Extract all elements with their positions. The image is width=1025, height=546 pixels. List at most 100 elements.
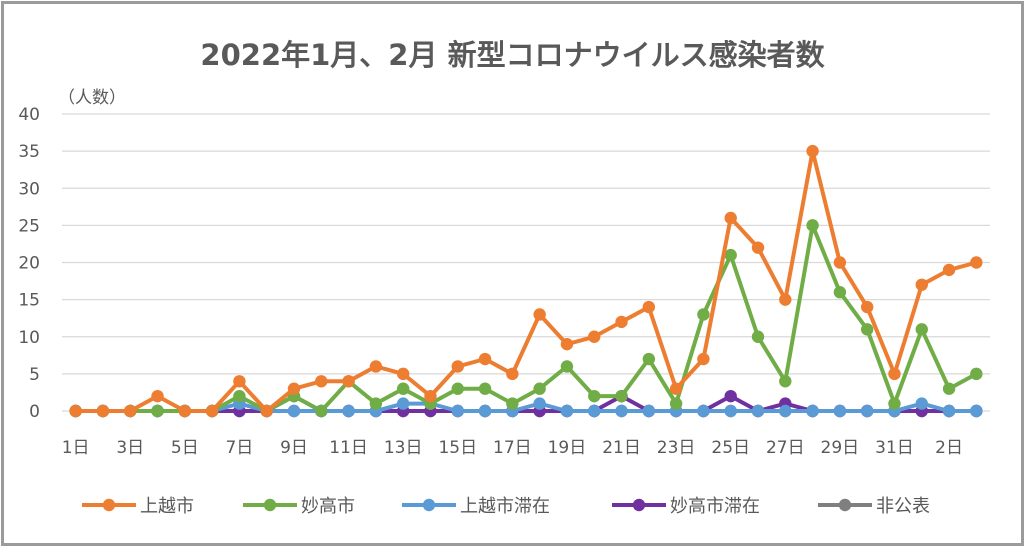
x-tick-label: 19日 xyxy=(548,438,587,458)
legend-marker xyxy=(102,498,116,512)
data-point xyxy=(533,382,546,395)
data-point xyxy=(806,144,819,158)
data-point xyxy=(724,389,737,403)
y-tick-label: 30 xyxy=(18,179,40,199)
legend-item: 上越市 xyxy=(82,496,194,517)
data-point xyxy=(915,278,928,291)
legend-marker xyxy=(838,498,852,512)
legend-label: 非公表 xyxy=(876,496,930,517)
data-point xyxy=(560,404,574,418)
data-point xyxy=(588,330,601,343)
x-tick-label: 27日 xyxy=(766,438,805,458)
data-point xyxy=(124,404,137,418)
data-point xyxy=(642,352,656,366)
data-point xyxy=(205,404,219,418)
x-tick-label: 21日 xyxy=(602,438,641,458)
data-point xyxy=(96,404,110,418)
chart-title: 2022年1月、2月 新型コロナウイルス感染者数 xyxy=(200,38,825,72)
data-point xyxy=(478,352,492,366)
data-point xyxy=(860,404,874,418)
data-point xyxy=(669,382,683,395)
y-tick-label: 20 xyxy=(18,254,40,274)
x-axis-ticks: 1日 3日 5日 7日 9日 11日 13日 15日 17日 19日 21日 23日 25日 27日 29日… xyxy=(62,438,963,458)
data-point xyxy=(779,404,792,418)
legend-marker xyxy=(263,498,277,512)
data-point xyxy=(751,241,765,254)
legend-marker xyxy=(422,498,436,512)
y-tick-label: 0 xyxy=(29,402,40,422)
x-tick-label: 25日 xyxy=(711,438,750,458)
y-tick-label: 35 xyxy=(18,142,40,162)
data-point xyxy=(697,308,710,321)
data-point xyxy=(533,308,546,321)
data-point xyxy=(942,382,956,395)
data-point xyxy=(970,367,983,381)
legend-label: 上越市滞在 xyxy=(460,496,550,517)
data-point xyxy=(342,375,355,388)
legend-marker xyxy=(632,498,646,512)
data-point xyxy=(779,375,792,388)
x-tick-label: 1日 xyxy=(62,438,90,458)
data-point xyxy=(833,256,847,269)
data-point xyxy=(970,404,983,418)
data-point xyxy=(178,404,192,418)
data-point xyxy=(642,300,656,314)
data-point xyxy=(233,389,246,403)
data-point xyxy=(942,404,956,418)
data-point xyxy=(478,382,492,395)
y-axis-unit-label: （人数） xyxy=(58,88,126,108)
x-tick-label: 31日 xyxy=(875,438,914,458)
series-line xyxy=(73,401,979,413)
data-point xyxy=(751,404,765,418)
legend-label: 妙高市滞在 xyxy=(670,496,760,517)
data-point xyxy=(724,211,737,225)
data-point xyxy=(615,404,628,418)
legend-item: 妙高市滞在 xyxy=(612,496,760,517)
data-point xyxy=(451,404,464,418)
data-point xyxy=(915,323,928,336)
data-point xyxy=(287,404,301,418)
data-point xyxy=(860,300,874,314)
series-line xyxy=(73,149,979,413)
data-point xyxy=(860,323,874,336)
series-1 xyxy=(69,219,983,418)
legend-item: 上越市滞在 xyxy=(402,496,550,517)
data-point xyxy=(560,337,574,351)
data-point xyxy=(970,256,983,269)
legend: 上越市 妙高市 上越市滞在 妙高市滞在 非公表 xyxy=(82,496,930,517)
x-tick-label: 9日 xyxy=(280,438,308,458)
gridlines xyxy=(62,113,990,412)
series-0 xyxy=(69,144,983,418)
x-tick-label: 5日 xyxy=(171,438,199,458)
data-point xyxy=(615,315,628,329)
data-point xyxy=(751,330,765,343)
data-point xyxy=(642,404,656,418)
data-point xyxy=(369,397,383,410)
x-tick-label: 23日 xyxy=(657,438,696,458)
y-tick-label: 10 xyxy=(18,328,40,348)
data-point xyxy=(724,404,737,418)
data-point xyxy=(315,404,328,418)
data-point xyxy=(779,293,792,306)
data-point xyxy=(396,367,410,381)
data-point xyxy=(151,389,164,403)
data-point xyxy=(69,404,82,418)
data-point xyxy=(315,375,328,388)
legend-label: 妙高市 xyxy=(301,496,355,517)
y-axis-ticks: 0 5 10 15 20 25 30 35 40 xyxy=(18,105,40,422)
y-tick-label: 5 xyxy=(29,365,40,385)
data-point xyxy=(396,382,410,395)
x-tick-label: 7日 xyxy=(225,438,253,458)
data-point xyxy=(588,404,601,418)
legend-item: 非公表 xyxy=(818,496,930,517)
data-point xyxy=(560,360,574,373)
data-point xyxy=(451,382,464,395)
data-point xyxy=(260,404,273,418)
legend-label: 上越市 xyxy=(140,496,194,517)
data-point xyxy=(806,404,819,418)
data-point xyxy=(915,397,928,410)
data-point xyxy=(588,389,601,403)
data-point xyxy=(942,263,956,277)
